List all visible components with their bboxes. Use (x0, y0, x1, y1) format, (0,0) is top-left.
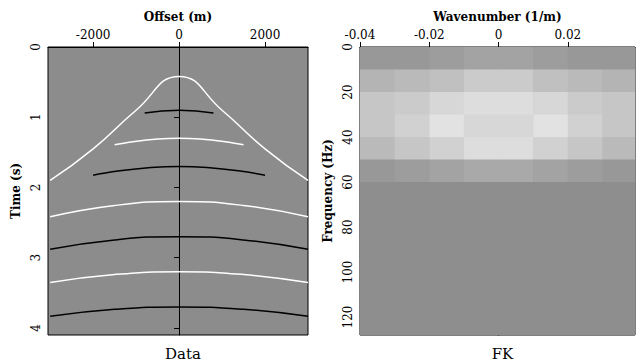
svg-text:0: 0 (341, 43, 355, 51)
svg-text:-0.04: -0.04 (345, 28, 376, 42)
svg-text:Time (s): Time (s) (9, 163, 23, 219)
svg-text:Wavenumber (1/m): Wavenumber (1/m) (432, 10, 561, 24)
svg-text:Frequency (Hz): Frequency (Hz) (321, 139, 335, 243)
svg-text:80: 80 (341, 219, 355, 234)
svg-text:2: 2 (29, 184, 43, 192)
svg-text:100: 100 (341, 261, 355, 284)
svg-text:60: 60 (341, 174, 355, 189)
svg-text:20: 20 (341, 84, 355, 99)
svg-text:0: 0 (175, 28, 183, 42)
svg-text:2000: 2000 (250, 28, 281, 42)
svg-text:FK: FK (492, 345, 514, 363)
svg-text:3: 3 (29, 254, 43, 262)
svg-text:-0.02: -0.02 (414, 28, 445, 42)
svg-text:1: 1 (29, 113, 43, 121)
svg-text:40: 40 (341, 129, 355, 144)
svg-text:Data: Data (165, 345, 201, 363)
svg-text:0: 0 (29, 43, 43, 51)
svg-text:4: 4 (29, 324, 43, 332)
svg-text:0.02: 0.02 (554, 28, 581, 42)
svg-text:Offset (m): Offset (m) (144, 10, 212, 24)
svg-text:120: 120 (341, 306, 355, 329)
svg-text:-2000: -2000 (76, 28, 111, 42)
svg-text:0: 0 (495, 28, 503, 42)
